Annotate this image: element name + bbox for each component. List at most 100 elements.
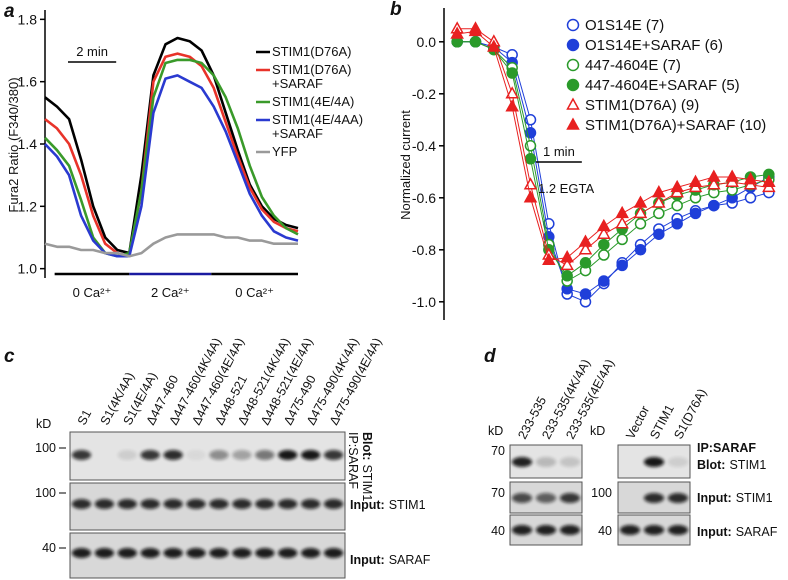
row-label: Input: SARAF [350,553,431,567]
label-text: STIM1 [360,464,374,501]
y-tick-label: 1.6 [18,74,38,90]
legend-label: 447-4604E (7) [585,57,681,74]
marker [652,185,666,198]
band [255,548,275,558]
marker [524,153,537,165]
band [117,499,137,509]
y-tick-label: 1.8 [18,11,38,27]
kd-value: 100 [35,441,56,455]
band [559,457,581,467]
marker [689,207,702,220]
marker [578,242,593,255]
marker [707,177,721,190]
marker [505,99,519,112]
text-line: +SARAF [272,126,323,141]
band [323,499,344,509]
band [186,450,206,460]
band [209,499,229,509]
marker [671,199,683,212]
band [301,548,321,558]
legend-label: STIM1(4E/4AA) +SARAF [272,112,363,141]
legend-label: STIM1(D76A) [272,44,351,59]
kd-value: 40 [491,524,505,538]
marker [616,233,628,246]
y-tick-label: 1.0 [18,261,38,277]
label-bold: Input: [350,498,385,512]
band [163,548,183,558]
series-line [44,74,299,258]
label-bold: Input: [697,525,732,539]
phase-label: 0 Ca²⁺ [73,285,112,300]
marker [598,275,610,287]
y-tick-label: -1.0 [412,294,436,310]
panel-label: b [390,0,402,20]
marker [597,218,611,232]
band [117,548,137,558]
band [643,493,665,503]
panel-label: c [4,346,15,367]
band [323,450,344,460]
marker [505,86,519,99]
marker [506,67,518,79]
marker [708,199,720,212]
band [117,450,137,460]
label-bold: Input: [350,553,385,567]
marker [469,36,482,48]
band [559,525,581,535]
y-axis-label: Fura2 Ratio (F340/380) [6,77,21,212]
band [643,457,665,467]
marker [542,252,556,265]
band [232,499,252,509]
marker [762,174,776,187]
band [667,493,689,503]
y-tick-label: 0.0 [417,34,437,50]
band [619,525,641,535]
label-text: STIM1 [729,458,766,472]
kd-value: 70 [491,444,505,458]
legend-label: YFP [272,144,297,159]
marker [725,169,739,182]
scale-bar-label: 1 min [543,144,575,159]
marker [634,218,647,230]
band [94,548,114,558]
marker [598,238,610,251]
marker [560,250,574,263]
band [323,548,344,558]
marker [653,207,665,220]
lane-label: S1(D76A) [671,386,709,441]
marker [523,190,538,203]
band [511,457,533,467]
band [71,548,92,558]
band [140,499,160,509]
y-tick-label: -0.4 [412,138,436,154]
legend-marker [566,58,580,72]
text-line: STIM1(4E/4AA) [272,112,363,127]
y-tick-label: -0.6 [412,190,436,206]
band [163,499,183,509]
y-tick-label: 1.2 [18,198,38,214]
marker [633,195,648,208]
legend-label: STIM1(D76A) +SARAF [272,62,351,91]
marker [561,270,573,282]
text-line: +SARAF [272,76,323,91]
row-label: Input: STIM1 [350,498,426,512]
band [535,525,557,535]
legend-label: STIM1(D76A) (9) [585,97,699,114]
blot-panel [69,431,346,481]
band [140,450,160,460]
kd-value: 40 [42,541,56,555]
band [209,548,229,558]
marker [634,244,647,256]
band [163,450,183,460]
marker [579,257,592,269]
marker [633,205,648,219]
marker [653,228,665,240]
label-text: STIM1 [389,498,426,512]
series-line [44,233,298,258]
row-label: Input: STIM1 [697,491,773,505]
panel-label: d [484,346,496,367]
band [278,450,298,460]
label-bold: Input: [697,491,732,505]
legend-label: STIM1(4E/4A) [272,94,354,109]
